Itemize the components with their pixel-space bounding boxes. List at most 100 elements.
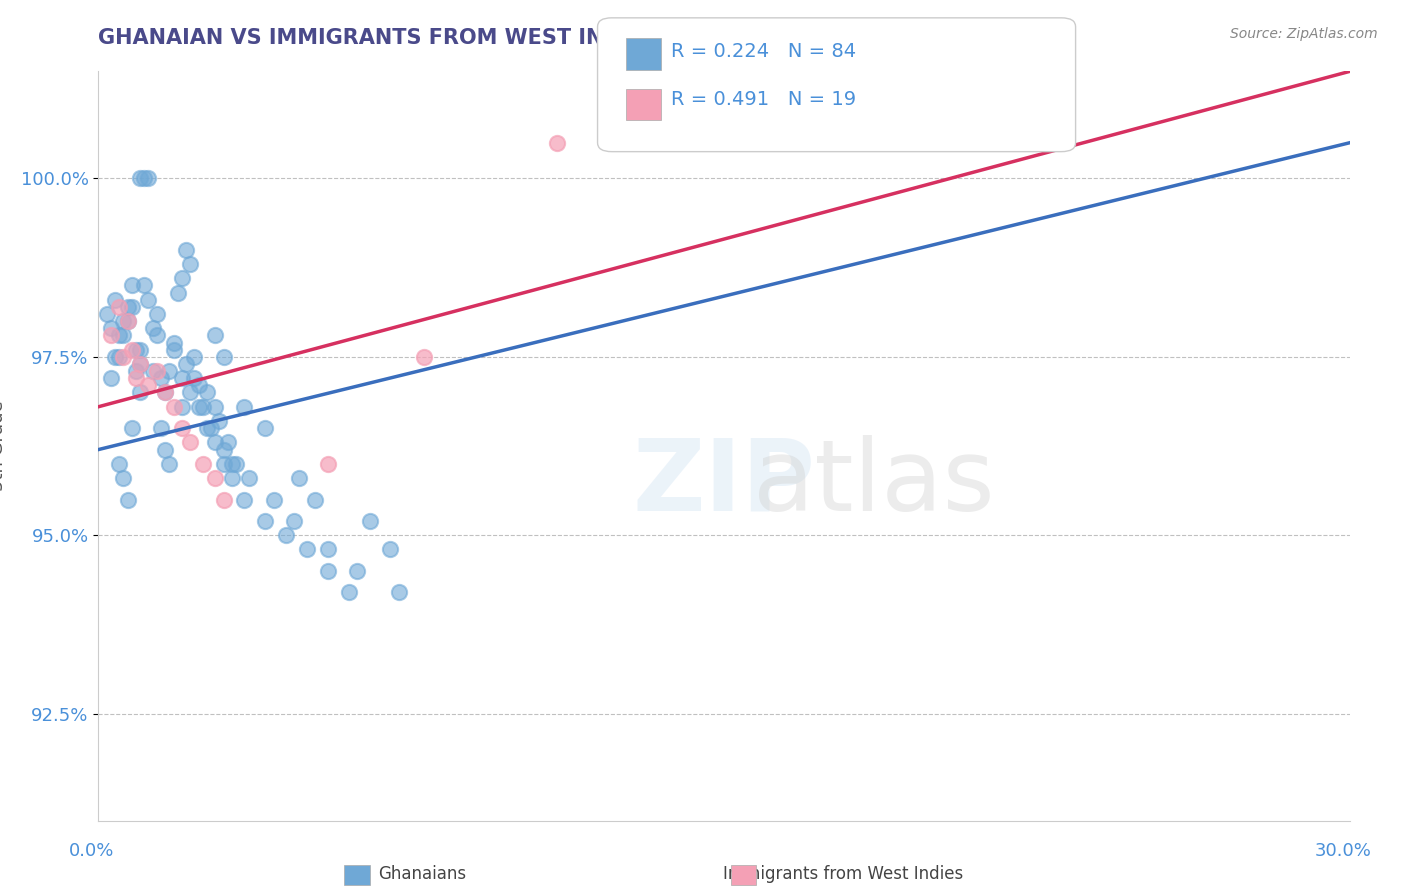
Point [153,385,176,400]
Point [121,343,143,357]
Point [359,514,381,528]
Point [112,328,135,343]
Point [100,371,122,385]
Point [117,492,139,507]
Point [200,421,222,435]
Point [142,364,165,378]
Point [129,357,152,371]
Point [412,350,434,364]
Point [195,421,218,435]
Point [162,335,184,350]
Point [112,471,135,485]
Point [117,314,139,328]
Point [204,471,226,485]
Point [125,371,148,385]
Point [546,136,568,150]
Point [138,171,160,186]
Point [225,457,247,471]
Text: 0.0%: 0.0% [69,842,114,860]
Point [191,457,214,471]
Point [108,457,131,471]
Point [121,300,143,314]
Point [112,314,135,328]
Point [187,378,209,392]
Point [337,585,360,599]
Point [346,564,368,578]
Point [221,457,243,471]
Text: GHANAIAN VS IMMIGRANTS FROM WEST INDIES 5TH GRADE CORRELATION CHART: GHANAIAN VS IMMIGRANTS FROM WEST INDIES … [98,28,1056,47]
Point [238,471,260,485]
Text: Immigrants from West Indies: Immigrants from West Indies [724,864,963,882]
Point [162,343,184,357]
Point [129,357,152,371]
Point [295,542,318,557]
Point [104,350,127,364]
Point [316,542,339,557]
Point [254,514,277,528]
Point [108,300,131,314]
Point [233,492,256,507]
Point [129,385,152,400]
Point [221,471,243,485]
Point [283,514,305,528]
Point [104,293,127,307]
Y-axis label: 5th Grade: 5th Grade [0,401,7,491]
Point [166,285,188,300]
Point [146,307,169,321]
Point [316,457,339,471]
Point [100,328,122,343]
Point [179,385,201,400]
Point [254,421,277,435]
Point [217,435,239,450]
Text: R = 0.224   N = 84: R = 0.224 N = 84 [671,42,856,62]
Point [233,400,256,414]
Point [212,492,235,507]
Point [150,371,173,385]
Point [125,364,148,378]
Text: Source: ZipAtlas.com: Source: ZipAtlas.com [1230,27,1378,41]
Point [183,350,205,364]
Point [170,271,193,285]
Point [204,435,226,450]
Point [157,364,180,378]
Point [170,400,193,414]
Point [204,328,226,343]
Point [204,400,226,414]
Text: ZIP: ZIP [633,435,815,532]
Point [274,528,298,542]
Point [208,414,231,428]
Point [138,293,160,307]
Point [129,171,152,186]
Point [212,350,235,364]
Point [170,371,193,385]
Point [179,435,201,450]
Point [117,300,139,314]
Point [121,278,143,293]
Point [146,328,169,343]
Point [162,400,184,414]
Point [108,350,131,364]
Point [191,400,214,414]
Point [316,564,339,578]
Point [263,492,285,507]
Point [142,321,165,335]
Point [96,307,118,321]
Point [179,257,201,271]
Point [153,385,176,400]
Point [100,321,122,335]
Point [212,442,235,457]
Text: atlas: atlas [754,435,995,532]
Point [129,343,152,357]
Point [108,328,131,343]
Point [187,400,209,414]
Point [388,585,411,599]
Point [138,378,160,392]
Point [287,471,309,485]
Point [134,171,156,186]
Point [212,457,235,471]
Point [153,442,176,457]
Point [146,364,169,378]
Point [170,421,193,435]
Point [125,343,148,357]
Point [112,350,135,364]
